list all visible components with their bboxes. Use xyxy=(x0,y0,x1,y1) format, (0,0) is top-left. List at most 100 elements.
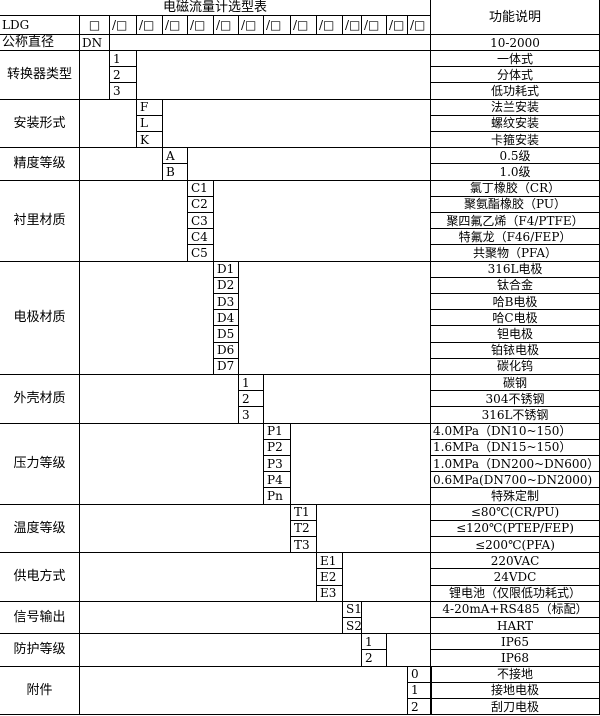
blank-cell xyxy=(290,422,431,505)
option-desc: 氯丁橡胶（CR） xyxy=(430,179,600,197)
option-code: D2 xyxy=(213,276,239,294)
option-code: P3 xyxy=(263,455,291,473)
option-desc: 钽电极 xyxy=(430,325,600,343)
option-code: C4 xyxy=(187,228,214,246)
option-desc: 低功耗式 xyxy=(430,82,600,100)
option-code: P2 xyxy=(263,438,291,456)
option-desc: 刮刀电极 xyxy=(430,698,600,716)
model-slot: /□ xyxy=(109,15,137,35)
group-label: 供电方式 xyxy=(0,552,80,602)
option-desc: IP68 xyxy=(430,649,600,667)
blank-cell xyxy=(187,147,431,181)
blank-cell xyxy=(79,98,137,149)
option-code: D7 xyxy=(213,357,239,375)
blank-cell xyxy=(136,50,431,100)
model-slot: /□ xyxy=(342,15,362,35)
group-label: 防护等级 xyxy=(0,633,80,667)
option-code: 2 xyxy=(109,66,137,84)
option-desc: HART xyxy=(430,617,600,635)
blank-cell xyxy=(79,422,264,505)
blank-cell xyxy=(79,600,343,635)
option-code: S1 xyxy=(342,600,362,618)
option-code: 2 xyxy=(407,698,431,716)
option-code: D5 xyxy=(213,325,239,343)
option-code: F xyxy=(136,98,163,116)
blank-cell xyxy=(316,503,431,554)
option-desc: 316L电极 xyxy=(430,260,600,278)
option-desc: 220VAC xyxy=(430,552,600,570)
blank-cell xyxy=(213,179,431,262)
option-desc: 1.6MPa（DN15~150） xyxy=(430,438,600,456)
option-desc: 不接地 xyxy=(430,665,600,683)
blank-cell xyxy=(342,552,431,602)
option-code: Pn xyxy=(263,487,291,505)
option-desc: 特氟龙（F46/FEP） xyxy=(430,228,600,246)
option-desc: 聚氨酯橡胶（PU） xyxy=(430,195,600,213)
blank-cell xyxy=(238,260,431,375)
blank-cell xyxy=(79,179,188,262)
option-desc: 哈C电极 xyxy=(430,309,600,327)
option-desc: ≤80℃(CR/PU) xyxy=(430,503,600,521)
model-slot: /□ xyxy=(386,15,408,35)
model-slot: □ xyxy=(79,15,110,35)
option-desc: 24VDC xyxy=(430,568,600,586)
option-desc: 1.0MPa（DN200~DN600） xyxy=(430,455,600,473)
model-prefix: LDG xyxy=(0,15,80,35)
option-code: D3 xyxy=(213,293,239,311)
option-code: 2 xyxy=(361,649,387,667)
option-desc: 聚四氟乙烯（F4/PTFE） xyxy=(430,212,600,230)
option-desc: 碳化钨 xyxy=(430,357,600,375)
option-desc: 哈B电极 xyxy=(430,293,600,311)
group-label: 外壳材质 xyxy=(0,374,80,424)
nominal-diameter-code: DN xyxy=(79,34,110,51)
model-slot: /□ xyxy=(213,15,239,35)
option-code: D4 xyxy=(213,309,239,327)
group-label: 电极材质 xyxy=(0,260,80,375)
option-code: E1 xyxy=(316,552,343,570)
group-label: 附件 xyxy=(0,665,80,716)
option-desc: 碳钢 xyxy=(430,374,600,392)
option-desc: 0.6MPa(DN700~DN2000) xyxy=(430,471,600,489)
option-code: 1 xyxy=(361,633,387,651)
model-slot: /□ xyxy=(316,15,343,35)
blank-cell xyxy=(79,50,110,100)
group-label: 衬里材质 xyxy=(0,179,80,262)
option-desc: 接地电极 xyxy=(430,681,600,699)
option-desc: ≤200℃(PFA) xyxy=(430,536,600,554)
option-code: T2 xyxy=(290,519,317,537)
option-code: E2 xyxy=(316,568,343,586)
option-code: C3 xyxy=(187,212,214,230)
option-code: T3 xyxy=(290,536,317,554)
blank-cell xyxy=(79,552,317,602)
option-desc: 共聚物（PFA） xyxy=(430,244,600,262)
option-code: 0 xyxy=(407,665,431,683)
option-desc: 1.0级 xyxy=(430,163,600,181)
group-label: 温度等级 xyxy=(0,503,80,554)
option-code: C2 xyxy=(187,195,214,213)
group-label: 安装形式 xyxy=(0,98,80,149)
option-code: K xyxy=(136,131,163,149)
option-desc: 特殊定制 xyxy=(430,487,600,505)
option-desc: 法兰安装 xyxy=(430,98,600,116)
option-code: T1 xyxy=(290,503,317,521)
model-slot: /□ xyxy=(187,15,214,35)
option-desc: 316L不锈钢 xyxy=(430,406,600,424)
function-header: 功能说明 xyxy=(430,0,600,35)
option-code: 1 xyxy=(407,681,431,699)
table-title: 电磁流量计选型表 xyxy=(0,0,431,16)
option-code: 1 xyxy=(238,374,264,392)
option-desc: IP65 xyxy=(430,633,600,651)
blank-cell xyxy=(79,147,163,181)
option-code: 3 xyxy=(238,406,264,424)
option-desc: 0.5级 xyxy=(430,147,600,165)
option-code: B xyxy=(162,163,188,181)
group-label: 精度等级 xyxy=(0,147,80,181)
blank-cell xyxy=(79,374,239,424)
model-slot: /□ xyxy=(136,15,163,35)
blank-cell xyxy=(79,503,291,554)
option-desc: 螺纹安装 xyxy=(430,114,600,132)
group-label: 压力等级 xyxy=(0,422,80,505)
model-slot: /□ xyxy=(162,15,188,35)
option-code: E3 xyxy=(316,584,343,602)
blank-cell xyxy=(109,34,431,51)
